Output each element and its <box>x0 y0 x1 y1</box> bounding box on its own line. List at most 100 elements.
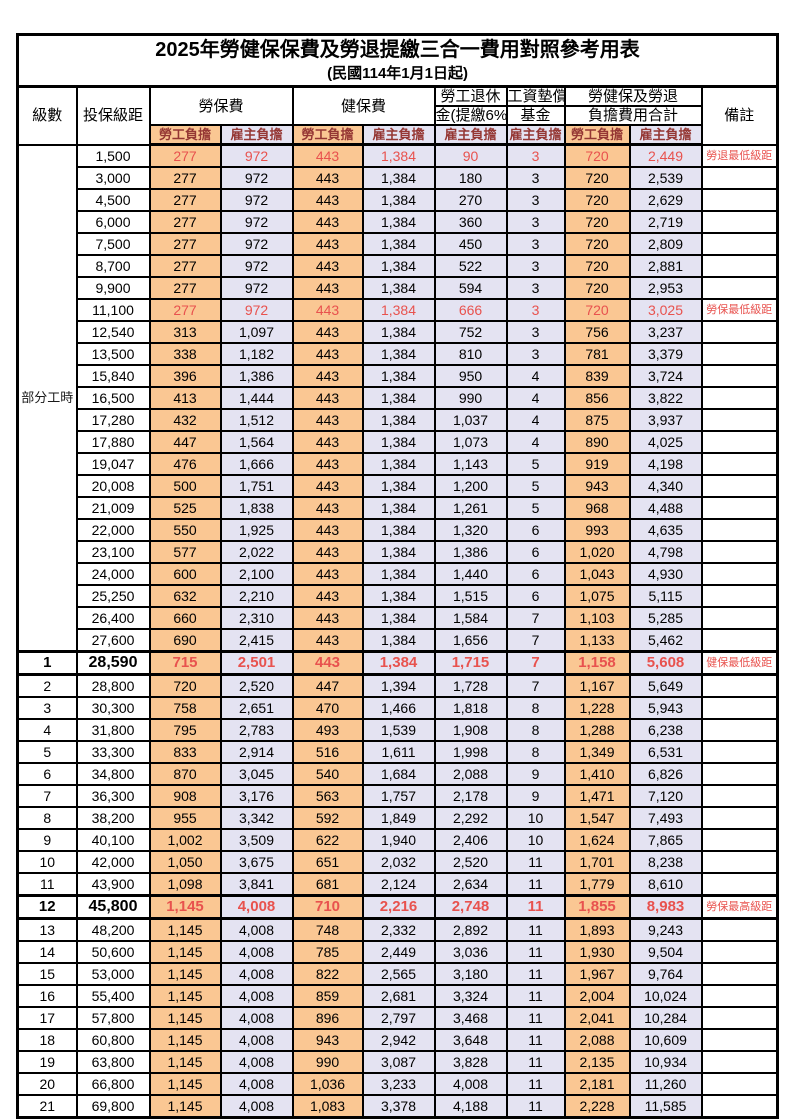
labor-employer-cell: 4,008 <box>219 1094 294 1119</box>
table-row: 11,100 277 972 443 1,384 666 3 720 3,025 勞保最低級距 <box>18 298 779 322</box>
note-cell <box>700 872 779 897</box>
labor-employer-cell: 3,342 <box>219 806 294 830</box>
salary-cell: 31,800 <box>75 718 151 742</box>
labor-employer-cell: 1,666 <box>219 452 294 476</box>
labor-employer-cell: 2,022 <box>219 540 294 564</box>
health-employee-cell: 443 <box>291 562 364 586</box>
total-employer-cell: 4,025 <box>628 430 703 454</box>
subheader-total-employer: 雇主負擔 <box>628 124 703 146</box>
labor-employee-cell: 1,145 <box>148 917 222 942</box>
total-employee-cell: 756 <box>563 320 631 344</box>
health-employer-cell: 2,332 <box>361 917 436 942</box>
wage-fund-employer-cell: 3 <box>505 276 566 300</box>
labor-employee-cell: 795 <box>148 718 222 742</box>
health-employer-cell: 1,384 <box>361 430 436 454</box>
health-employee-cell: 443 <box>291 452 364 476</box>
pension-employer-cell: 810 <box>433 342 508 366</box>
wage-fund-employer-cell: 11 <box>505 962 566 986</box>
note-cell: 勞退最低級距 <box>700 143 779 168</box>
total-employer-cell: 5,943 <box>628 696 703 720</box>
wage-fund-employer-cell: 3 <box>505 232 566 256</box>
pension-employer-cell: 1,656 <box>433 628 508 653</box>
pension-employer-cell: 3,324 <box>433 984 508 1008</box>
total-employer-cell: 9,243 <box>628 917 703 942</box>
subheader-labor-employee: 勞工負擔 <box>148 124 222 146</box>
health-employee-cell: 443 <box>291 276 364 300</box>
labor-employee-cell: 577 <box>148 540 222 564</box>
wage-fund-employer-cell: 8 <box>505 696 566 720</box>
table-row: 13,500 338 1,182 443 1,384 810 3 781 3,379 <box>18 342 779 366</box>
pension-employer-cell: 950 <box>433 364 508 388</box>
wage-fund-employer-cell: 10 <box>505 806 566 830</box>
page-title: 2025年勞健保保費及勞退提繳三合一費用對照參考用表 <box>155 39 640 61</box>
labor-employer-cell: 2,501 <box>219 650 294 676</box>
labor-employer-cell: 1,838 <box>219 496 294 520</box>
table-row: 4 31,800 795 2,783 493 1,539 1,908 8 1,288 6,238 <box>16 718 779 742</box>
health-employee-cell: 443 <box>291 496 364 520</box>
salary-cell: 26,400 <box>75 606 151 630</box>
table-row: 21,009 525 1,838 443 1,384 1,261 5 968 4,488 <box>18 496 779 520</box>
salary-cell: 20,008 <box>75 474 151 498</box>
total-employee-cell: 1,855 <box>563 894 631 920</box>
health-employer-cell: 1,384 <box>361 408 436 432</box>
health-employee-cell: 651 <box>291 850 364 874</box>
labor-employer-cell: 2,520 <box>219 673 294 698</box>
labor-employer-cell: 1,097 <box>219 320 294 344</box>
total-employer-cell: 6,826 <box>628 762 703 786</box>
wage-fund-employer-cell: 5 <box>505 452 566 476</box>
health-employer-cell: 1,384 <box>361 628 436 653</box>
total-employee-cell: 2,004 <box>563 984 631 1008</box>
pension-employer-cell: 2,178 <box>433 784 508 808</box>
salary-cell: 24,000 <box>75 562 151 586</box>
wage-fund-employer-cell: 3 <box>505 143 566 168</box>
labor-employee-cell: 396 <box>148 364 222 388</box>
labor-employee-cell: 660 <box>148 606 222 630</box>
table-row: 5 33,300 833 2,914 516 1,611 1,998 8 1,349 6,531 <box>16 740 779 764</box>
health-employer-cell: 1,384 <box>361 166 436 190</box>
labor-employee-cell: 447 <box>148 430 222 454</box>
total-employer-cell: 9,504 <box>628 940 703 964</box>
note-cell <box>700 452 779 476</box>
level-cell: 20 <box>16 1072 78 1096</box>
health-employee-cell: 443 <box>291 430 364 454</box>
salary-cell: 42,000 <box>75 850 151 874</box>
table-row: 7,500 277 972 443 1,384 450 3 720 2,809 <box>18 232 779 256</box>
table-row: 18 60,800 1,145 4,008 943 2,942 3,648 11 2,088 10… <box>16 1028 779 1052</box>
health-employer-cell: 1,539 <box>361 718 436 742</box>
health-employee-cell: 943 <box>291 1028 364 1052</box>
health-employee-cell: 748 <box>291 917 364 942</box>
total-employee-cell: 1,624 <box>563 828 631 852</box>
labor-employer-cell: 4,008 <box>219 1050 294 1074</box>
table-row: 8,700 277 972 443 1,384 522 3 720 2,881 <box>18 254 779 278</box>
pension-employer-cell: 1,200 <box>433 474 508 498</box>
salary-cell: 22,000 <box>75 518 151 542</box>
salary-cell: 23,100 <box>75 540 151 564</box>
labor-employee-cell: 277 <box>148 188 222 212</box>
wage-fund-employer-cell: 11 <box>505 872 566 897</box>
level-cell: 17 <box>16 1006 78 1030</box>
col-header-wage-fund-line1: 工資墊償 <box>505 85 566 107</box>
level-cell: 4 <box>16 718 78 742</box>
health-employee-cell: 785 <box>291 940 364 964</box>
note-cell <box>700 496 779 520</box>
total-employer-cell: 5,649 <box>628 673 703 698</box>
labor-employee-cell: 1,145 <box>148 940 222 964</box>
health-employer-cell: 1,384 <box>361 210 436 234</box>
level-cell: 18 <box>16 1028 78 1052</box>
total-employer-cell: 5,608 <box>628 650 703 676</box>
note-cell: 健保最低級距 <box>700 650 779 676</box>
pension-employer-cell: 2,520 <box>433 850 508 874</box>
labor-employer-cell: 3,675 <box>219 850 294 874</box>
total-employee-cell: 919 <box>563 452 631 476</box>
labor-employee-cell: 313 <box>148 320 222 344</box>
table-row: 17,280 432 1,512 443 1,384 1,037 4 875 3,937 <box>18 408 779 432</box>
note-cell <box>700 850 779 874</box>
table-row: 9,900 277 972 443 1,384 594 3 720 2,953 <box>18 276 779 300</box>
pension-employer-cell: 2,634 <box>433 872 508 897</box>
health-employer-cell: 1,384 <box>361 496 436 520</box>
labor-employee-cell: 1,002 <box>148 828 222 852</box>
col-header-salary: 投保級距 <box>75 85 151 146</box>
note-cell <box>700 386 779 410</box>
health-employer-cell: 2,942 <box>361 1028 436 1052</box>
salary-cell: 40,100 <box>75 828 151 852</box>
